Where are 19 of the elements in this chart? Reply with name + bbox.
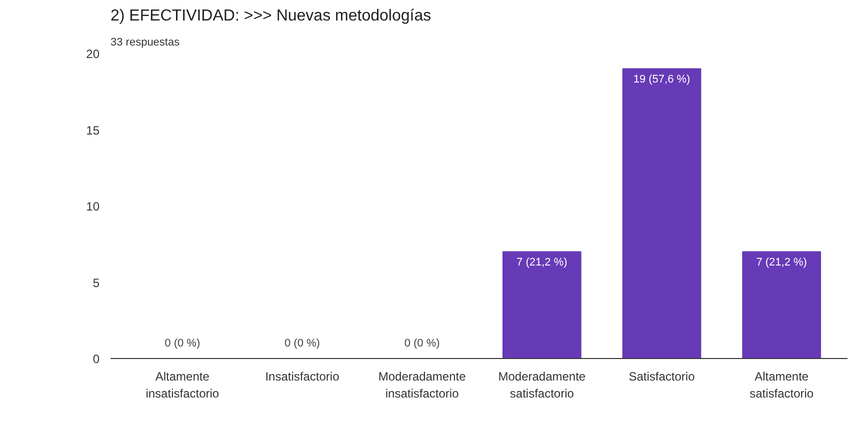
x-tick-label: Moderadamente insatisfactorio: [378, 370, 466, 400]
x-tick-label: Insatisfactorio: [265, 370, 340, 384]
y-tick-label: 20: [86, 47, 100, 61]
x-tick-label: Altamente satisfactorio: [750, 370, 814, 400]
y-tick-label: 0: [92, 352, 100, 366]
data-label: 7 (21,2 %): [756, 256, 807, 268]
x-tick-label: Altamente insatisfactorio: [146, 370, 220, 400]
chart-title: 2) EFECTIVIDAD: >>> Nuevas metodologías: [110, 8, 432, 24]
chart-subtitle: 33 respuestas: [110, 36, 180, 48]
data-label: 0 (0 %): [284, 337, 320, 350]
data-label: 0 (0 %): [404, 337, 440, 350]
y-tick-label: 10: [86, 200, 100, 214]
y-tick-label: 5: [92, 276, 100, 290]
data-label: 7 (21,2 %): [516, 256, 568, 268]
x-tick-label: Moderadamente satisfactorio: [498, 370, 586, 400]
y-tick-label: 15: [86, 123, 100, 138]
data-label: 0 (0 %): [164, 337, 200, 350]
data-label: 19 (57,6 %): [633, 73, 690, 86]
x-tick-label: Satisfactorio: [628, 370, 696, 384]
